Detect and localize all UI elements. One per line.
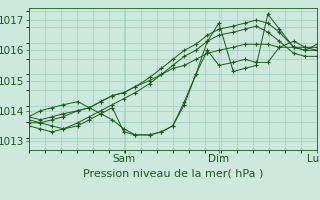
X-axis label: Pression niveau de la mer( hPa ): Pression niveau de la mer( hPa ) bbox=[83, 168, 263, 178]
